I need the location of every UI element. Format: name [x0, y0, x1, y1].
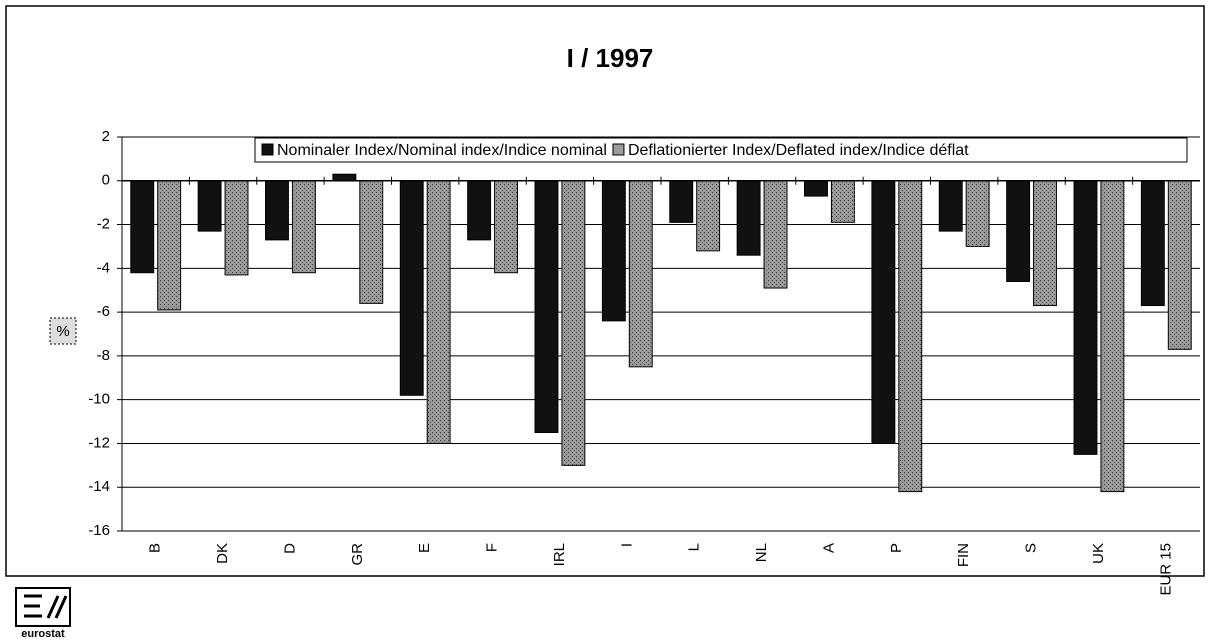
legend-swatch [612, 143, 625, 156]
legend-label: Deflationierter Index/Deflated index/Ind… [628, 142, 969, 159]
bar [561, 180, 586, 466]
bar [965, 180, 990, 247]
bar [157, 180, 182, 311]
bar [399, 180, 424, 396]
x-tick-label: FIN [955, 543, 972, 567]
bar [696, 180, 721, 252]
bar [1006, 180, 1031, 282]
x-tick-label: IRL [551, 543, 568, 566]
bar [197, 180, 222, 232]
y-tick-label: -16 [88, 522, 110, 539]
y-tick-label: -6 [97, 303, 110, 320]
bar [898, 180, 923, 493]
x-tick-label: DK [214, 543, 231, 564]
x-tick-label: I [618, 543, 635, 547]
y-axis-label: % [56, 323, 69, 340]
x-tick-label: UK [1090, 543, 1107, 564]
legend-box [254, 137, 1188, 163]
bar [359, 180, 384, 304]
x-tick-label: A [820, 543, 837, 553]
bar [871, 180, 896, 444]
x-tick-label: NL [753, 543, 770, 562]
y-tick-label: 0 [102, 172, 110, 189]
x-tick-label: L [686, 543, 703, 551]
legend-label: Nominaler Index/Nominal index/Indice nom… [277, 142, 607, 159]
bar [534, 180, 559, 433]
y-label-box [49, 317, 77, 345]
y-tick-label: -12 [88, 434, 110, 451]
bar [763, 180, 788, 289]
bar [1140, 180, 1165, 307]
x-tick-label: EUR 15 [1157, 543, 1174, 596]
logo [15, 587, 71, 627]
bar [467, 180, 492, 241]
y-tick-label: -10 [88, 391, 110, 408]
bar [601, 180, 626, 322]
logo-text: eurostat [21, 628, 65, 640]
bar [804, 180, 828, 197]
bar [426, 180, 451, 444]
bar [1033, 180, 1057, 307]
x-tick-label: F [484, 543, 501, 552]
bar [1167, 180, 1192, 350]
bar [830, 180, 855, 223]
bar [265, 180, 289, 241]
bar [1073, 180, 1098, 455]
bar [332, 173, 357, 182]
x-tick-label: GR [349, 543, 366, 566]
bar [628, 180, 653, 368]
y-tick-label: -4 [97, 259, 110, 276]
y-tick-label: -8 [97, 347, 110, 364]
bar [224, 180, 249, 276]
chart-title: I / 1997 [567, 43, 654, 73]
y-tick-label: 2 [102, 128, 110, 145]
legend-swatch [261, 143, 274, 156]
bar [1100, 180, 1125, 493]
bar [736, 180, 761, 256]
bar [291, 180, 316, 274]
y-tick-label: -14 [88, 478, 110, 495]
bar [130, 180, 155, 274]
x-tick-label: B [147, 543, 164, 553]
bar [669, 180, 694, 223]
x-tick-label: P [888, 543, 905, 553]
bar [938, 180, 963, 232]
x-tick-label: E [416, 543, 433, 553]
x-tick-label: S [1023, 543, 1040, 553]
x-tick-label: D [281, 543, 298, 554]
frame [5, 5, 1205, 577]
bar [494, 180, 518, 274]
y-tick-label: -2 [97, 216, 110, 233]
